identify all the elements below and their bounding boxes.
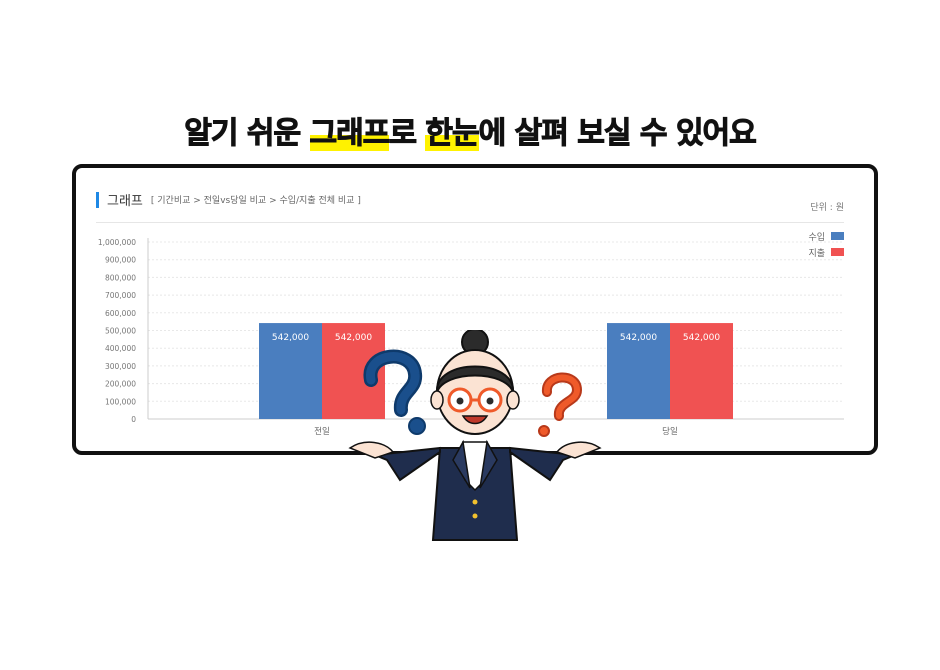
head [430,330,520,435]
data-label: 542,000 [335,333,372,343]
orange-question-mark [538,372,583,437]
suit-body [348,439,602,541]
bar-expense [670,323,733,419]
breadcrumb: [ 기간비교 > 전일vs당일 비교 > 수입/지출 전체 비교 ] [150,196,361,206]
header-divider [96,222,844,223]
headline-part1: 알기 쉬운 [184,116,310,152]
legend-swatch-income [831,232,844,240]
y-tick-label: 1,000,000 [98,238,136,247]
headline-part3: 에 살펴 보실 수 있어요 [478,116,757,152]
legend-item-expense: 지출 [808,244,844,260]
y-tick-label: 200,000 [105,380,136,389]
legend-swatch-expense [831,248,844,256]
y-tick-label: 100,000 [105,397,136,406]
legend-label-income: 수입 [808,232,825,243]
legend-item-income: 수입 [808,228,844,244]
panel-title: 그래프 [107,194,143,209]
legend-label-expense: 지출 [808,248,825,259]
y-tick-label: 500,000 [105,327,136,336]
headline-highlight-glance: 한눈 [425,116,480,152]
headline: 알기 쉬운 그래프로 한눈에 살펴 보실 수 있어요 [0,108,940,152]
data-label: 542,000 [683,333,720,343]
bar-income [607,323,670,419]
y-tick-label: 700,000 [105,291,136,300]
x-tick-label: 당일 [662,426,678,437]
data-label: 542,000 [620,333,657,343]
unit-label: 단위 : 원 [810,203,844,213]
title-accent-bar [96,191,99,208]
y-tick-label: 900,000 [105,256,136,265]
data-label: 542,000 [272,333,309,343]
y-tick-label: 400,000 [105,344,136,353]
x-tick-label: 전일 [314,426,330,437]
chart-legend: 수입 지출 [808,228,844,260]
presenter-character [348,330,602,541]
y-tick-label: 0 [131,415,136,424]
y-tick-label: 300,000 [105,362,136,371]
y-tick-label: 800,000 [105,273,136,282]
headline-highlight-graph: 그래프 [309,116,391,152]
bar-income [259,323,322,419]
panel-header: 그래프 [ 기간비교 > 전일vs당일 비교 > 수입/지출 전체 비교 ] [96,190,361,209]
headline-part2: 로 [389,116,426,152]
y-tick-label: 600,000 [105,309,136,318]
blue-question-mark [363,349,426,435]
